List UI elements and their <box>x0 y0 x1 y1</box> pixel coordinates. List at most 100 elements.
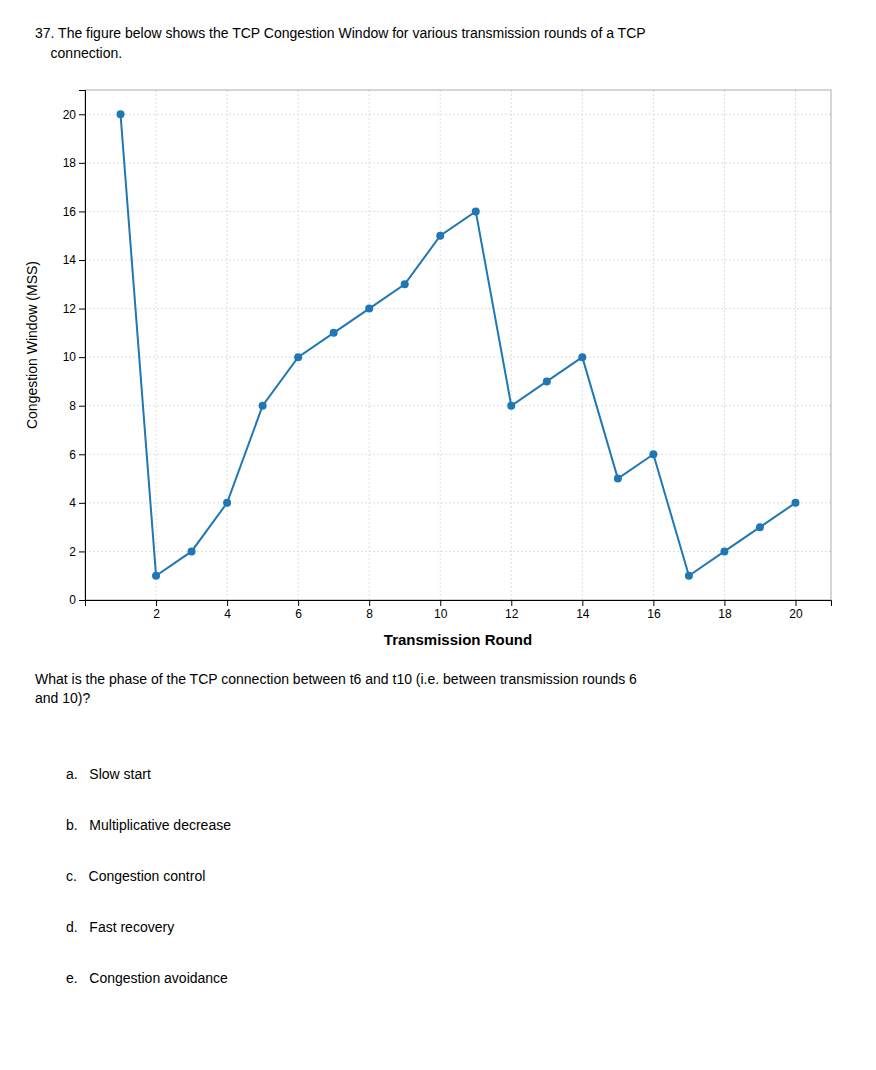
grid-line <box>85 357 831 358</box>
point <box>152 572 160 580</box>
x-axis-label: Transmission Round <box>384 631 532 648</box>
point <box>649 450 657 458</box>
tick-label: 12 <box>63 302 77 316</box>
tick-mark <box>79 163 85 164</box>
tick-mark <box>582 600 583 606</box>
grid-line <box>85 551 831 552</box>
tick: 10 <box>434 600 448 621</box>
subtitle: connection. <box>35 44 122 63</box>
grid-line <box>85 454 831 455</box>
tick-label: 18 <box>718 607 732 621</box>
grid-line <box>85 114 831 115</box>
choice: c. Congestion control <box>66 867 205 886</box>
tick: 8 <box>366 600 373 621</box>
x-axis: 2468101214161820 <box>86 600 832 621</box>
tick-mark <box>724 600 725 606</box>
tick: 4 <box>69 496 85 510</box>
tick-mark <box>795 600 796 606</box>
tick: 12 <box>63 302 85 316</box>
tick-label: 20 <box>63 108 77 122</box>
tick-label: 4 <box>69 496 76 510</box>
point <box>578 353 586 361</box>
point <box>117 110 125 118</box>
tick-mark <box>79 357 85 358</box>
tick: 2 <box>153 600 160 621</box>
point <box>472 207 480 215</box>
grid-line <box>795 90 796 600</box>
point <box>507 402 515 410</box>
tick-label: 18 <box>63 156 77 170</box>
grid-line <box>511 90 512 600</box>
point <box>294 353 302 361</box>
point <box>365 305 373 313</box>
tick: 2 <box>69 545 85 559</box>
tick: 0 <box>69 593 85 607</box>
point <box>543 377 551 385</box>
tick-label: 8 <box>69 399 76 413</box>
title: 37. The figure below shows the TCP Conge… <box>35 24 646 43</box>
tick-mark <box>156 600 157 606</box>
tick: 4 <box>224 600 231 621</box>
tick-label: 0 <box>69 593 76 607</box>
tick-mark <box>298 600 299 606</box>
tick-label: 10 <box>63 350 77 364</box>
grid-line <box>85 162 831 163</box>
point <box>259 402 267 410</box>
question: What is the phase of the TCP connection … <box>35 670 637 708</box>
point <box>401 280 409 288</box>
grid-line <box>582 90 583 600</box>
grid-line <box>85 260 831 261</box>
tick: 10 <box>63 350 85 364</box>
point <box>436 232 444 240</box>
tick-mark <box>440 600 441 606</box>
tick-label: 6 <box>295 607 302 621</box>
grid-line <box>653 90 654 600</box>
point <box>791 499 799 507</box>
tick-mark <box>653 600 654 606</box>
choice: b. Multiplicative decrease <box>66 816 231 835</box>
tick-mark <box>79 211 85 212</box>
point <box>685 572 693 580</box>
point <box>188 547 196 555</box>
grid-line <box>440 90 441 600</box>
tick-label: 20 <box>789 607 803 621</box>
tick: 6 <box>69 448 85 462</box>
y-axis-label: Congestion Window (MSS) <box>24 261 40 429</box>
tick: 20 <box>63 108 85 122</box>
tick-mark <box>511 600 512 606</box>
grid-line <box>724 90 725 600</box>
line <box>121 114 796 575</box>
grid-line <box>298 90 299 600</box>
tick-mark <box>79 600 85 601</box>
point <box>223 499 231 507</box>
chart: 246810121416182002468101214161820Transmi… <box>0 70 876 660</box>
tick: 6 <box>295 600 302 621</box>
tick-label: 4 <box>224 607 231 621</box>
axis-line <box>79 91 86 601</box>
tick-label: 16 <box>647 607 661 621</box>
point <box>720 547 728 555</box>
tick-label: 8 <box>366 607 373 621</box>
y-axis: 02468101214161820 <box>63 91 86 608</box>
tick-label: 2 <box>69 545 76 559</box>
plot: 246810121416182002468101214161820Transmi… <box>24 90 832 648</box>
tick-mark <box>79 503 85 504</box>
tick-mark <box>79 260 85 261</box>
choice: a. Slow start <box>66 765 151 784</box>
tick-mark <box>79 406 85 407</box>
grid-line <box>369 90 370 600</box>
tick: 16 <box>647 600 661 621</box>
grid-line <box>227 90 228 600</box>
point <box>756 523 764 531</box>
grid-line <box>156 90 157 600</box>
point <box>614 475 622 483</box>
tick-mark <box>79 114 85 115</box>
grid <box>85 90 831 600</box>
tick-label: 14 <box>63 253 77 267</box>
tick-label: 6 <box>69 448 76 462</box>
tick-label: 2 <box>153 607 160 621</box>
plot-frame <box>85 90 831 600</box>
grid-line <box>85 211 831 212</box>
tick-label: 12 <box>505 607 519 621</box>
choice: d. Fast recovery <box>66 918 174 937</box>
